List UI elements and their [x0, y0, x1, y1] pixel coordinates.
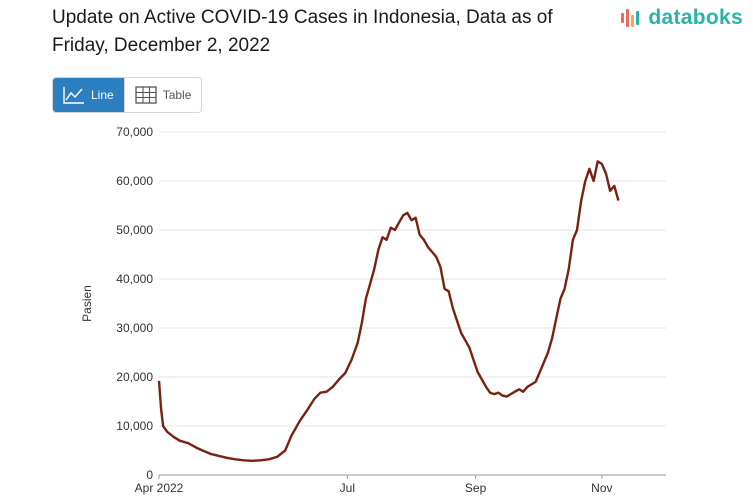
line-chart-icon	[63, 87, 84, 104]
line-view-label: Line	[91, 88, 114, 102]
view-toggle: Line Table	[52, 77, 203, 113]
chart-title: Update on Active COVID-19 Cases in Indon…	[52, 4, 612, 60]
y-tick-label: 50,000	[116, 223, 153, 237]
x-tick-label: Jul	[340, 481, 355, 495]
y-tick-label: 30,000	[116, 321, 153, 335]
x-tick-label: Sep	[465, 481, 487, 495]
series-line	[157, 160, 620, 462]
chart-title-line2: Friday, December 2, 2022	[52, 35, 271, 56]
chart-title-line1: Update on Active COVID-19 Cases in Indon…	[52, 7, 553, 28]
y-tick-label: 10,000	[116, 419, 153, 433]
y-tick-label: 20,000	[116, 370, 153, 384]
brand-name: databoks	[648, 6, 743, 29]
line-view-button[interactable]: Line	[53, 78, 124, 112]
table-view-button[interactable]: Table	[123, 78, 202, 112]
y-tick-label: 40,000	[116, 272, 153, 286]
x-tick-label: Nov	[591, 481, 612, 495]
y-tick-label: 0	[146, 468, 153, 482]
brand-bars-icon	[621, 9, 640, 27]
y-tick-label: 70,000	[116, 125, 153, 139]
brand-logo: databoks	[620, 6, 743, 30]
x-tick-label: Apr 2022	[135, 481, 184, 495]
y-tick-label: 60,000	[116, 174, 153, 188]
table-view-label: Table	[162, 88, 192, 102]
y-axis-label: Pasien	[80, 285, 94, 322]
table-grid-icon	[135, 86, 157, 104]
